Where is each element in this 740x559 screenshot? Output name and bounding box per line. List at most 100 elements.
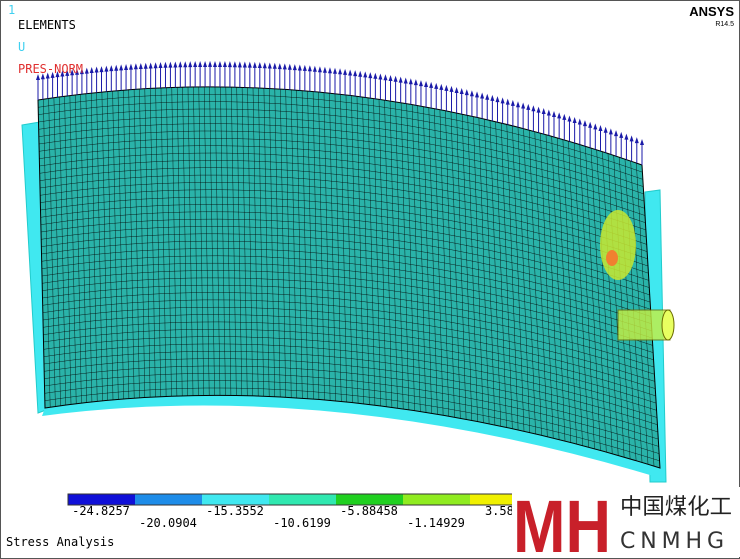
arrow-head: [413, 79, 418, 86]
hotspot-core: [606, 250, 618, 266]
arrow-head: [338, 68, 343, 75]
legend-label: -5.88458: [340, 504, 398, 518]
arrow-head: [89, 67, 94, 74]
arrow-head: [388, 75, 393, 82]
arrow-head: [65, 69, 70, 76]
arrow-head: [562, 113, 567, 120]
arrow-head: [198, 60, 203, 67]
arrow-head: [50, 71, 55, 78]
legend-label: -20.0904: [139, 516, 197, 530]
nozzle-end: [661, 309, 675, 341]
arrow-head: [557, 112, 562, 119]
arrow-head: [480, 92, 485, 99]
arrow-head: [582, 120, 587, 127]
arrow-head: [302, 64, 307, 71]
mesh-line: [43, 321, 656, 397]
arrow-head: [500, 97, 505, 104]
mesh-line: [39, 160, 647, 238]
mesh-line: [43, 343, 658, 418]
nozzle: [617, 309, 671, 341]
mesh-line: [42, 306, 655, 382]
arrow-head: [434, 82, 439, 89]
arrow-head: [619, 131, 624, 138]
arrow-head: [55, 71, 60, 78]
arrow-head: [292, 64, 297, 71]
arrow-head: [153, 62, 158, 69]
mesh-line: [42, 284, 654, 361]
arrow-head: [464, 89, 469, 96]
watermark-logo: MH: [513, 485, 611, 559]
arrow-head: [45, 72, 50, 79]
arrow-head: [242, 61, 247, 68]
arrow-head: [495, 96, 500, 103]
arrow-head: [393, 75, 398, 82]
arrow-head: [521, 102, 526, 109]
arrow-head: [608, 128, 613, 135]
arrow-head: [572, 116, 577, 123]
arrow-head: [363, 71, 368, 78]
arrow-head: [490, 94, 495, 101]
mesh-line: [39, 167, 647, 245]
mesh-line: [40, 204, 649, 281]
legend-label: -1.14929: [407, 516, 465, 530]
arrow-head: [60, 70, 65, 77]
arrow-head: [624, 133, 629, 140]
arrow-head: [614, 130, 619, 137]
arrow-head: [459, 88, 464, 95]
watermark-latin: CNMHG: [620, 529, 732, 554]
mesh-line: [42, 299, 655, 375]
footer-title: Stress Analysis: [6, 535, 114, 549]
mesh-line: [40, 218, 650, 296]
mesh-line: [42, 270, 653, 346]
arrow-head: [79, 68, 84, 75]
arrow-head: [373, 72, 378, 79]
arrow-head: [282, 63, 287, 70]
mesh-line: [43, 314, 656, 389]
arrow-head: [577, 118, 582, 125]
arrow-head: [368, 72, 373, 79]
arrow-head: [208, 60, 213, 67]
arrow-head: [70, 69, 75, 76]
arrow-head: [485, 93, 490, 100]
legend-swatch: [269, 494, 336, 505]
arrow-head: [104, 65, 109, 72]
arrow-head: [217, 60, 222, 67]
arrow-head: [449, 85, 454, 92]
mesh-line: [41, 248, 652, 324]
arrow-head: [183, 61, 188, 68]
arrow-head: [398, 76, 403, 83]
arrow-head: [252, 61, 257, 68]
arrow-head: [193, 61, 198, 68]
arrow-head: [237, 61, 242, 68]
legend-swatch: [68, 494, 135, 505]
arrow-head: [99, 66, 104, 73]
arrow-head: [312, 65, 317, 72]
arrow-head: [546, 109, 551, 116]
arrow-head: [40, 73, 45, 80]
arrow-head: [510, 99, 515, 106]
arrow-head: [287, 63, 292, 70]
legend-swatch: [336, 494, 403, 505]
arrow-head: [322, 66, 327, 73]
mesh-line: [42, 292, 655, 368]
hotspot: [600, 210, 636, 280]
mesh-line: [39, 152, 646, 231]
arrow-head: [297, 64, 302, 71]
mesh-line: [38, 130, 645, 209]
mesh-line: [42, 277, 654, 353]
arrow-head: [593, 123, 598, 130]
legend-label: -10.6199: [273, 516, 331, 530]
arrow-head: [277, 63, 282, 70]
mesh-line: [40, 182, 648, 260]
mesh-line: [41, 262, 653, 339]
mesh-line: [43, 351, 658, 425]
arrow-head: [138, 62, 143, 69]
arrow-head: [75, 68, 80, 75]
watermark: MH 中国煤化工 CNMHG: [512, 485, 740, 559]
arrow-head: [232, 61, 237, 68]
mesh-line: [39, 138, 646, 216]
mesh-line: [41, 240, 652, 317]
arrow-head: [634, 137, 639, 144]
arrow-head: [272, 62, 277, 69]
product: ANSYS: [689, 4, 734, 19]
